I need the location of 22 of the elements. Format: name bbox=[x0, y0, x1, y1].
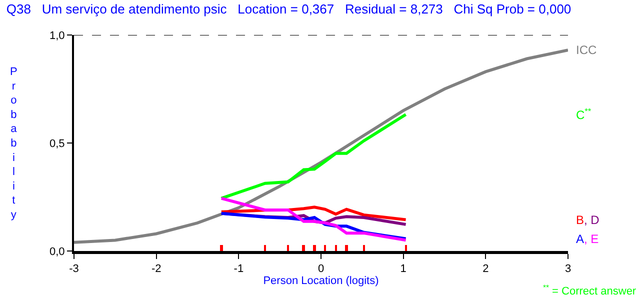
chart-title: Q38 Um serviço de atendimento psic Location = 0,367 Residual = 8,273 Chi Sq Prob = 0,000 bbox=[6, 2, 572, 17]
series-label: ICC bbox=[576, 43, 597, 57]
text: B bbox=[576, 213, 584, 227]
y-tick-label: 0,5 bbox=[50, 138, 65, 150]
text: C$^{**}$ bbox=[576, 106, 592, 122]
x-tick-label: -3 bbox=[69, 263, 79, 276]
y-tick-label: 1,0 bbox=[50, 30, 65, 42]
text: $^{**}$ = Correct answer bbox=[543, 283, 636, 297]
x-tick-label: 1 bbox=[400, 263, 406, 276]
y-tick-label: 0,0 bbox=[50, 246, 65, 258]
text: , D bbox=[584, 213, 600, 227]
x-tick-label: 3 bbox=[564, 263, 572, 276]
x-tick-label: 2 bbox=[482, 263, 489, 276]
x-tick-label: -1 bbox=[234, 263, 244, 276]
text: A bbox=[576, 232, 584, 246]
x-tick-label: 0 bbox=[318, 263, 324, 276]
x-tick-label: -2 bbox=[151, 263, 162, 276]
line-series bbox=[220, 196, 408, 242]
line-series bbox=[220, 112, 408, 200]
text: Probability bbox=[10, 66, 18, 221]
x-axis-title: Person Location (logits) bbox=[263, 275, 379, 288]
text: , E bbox=[584, 232, 599, 246]
